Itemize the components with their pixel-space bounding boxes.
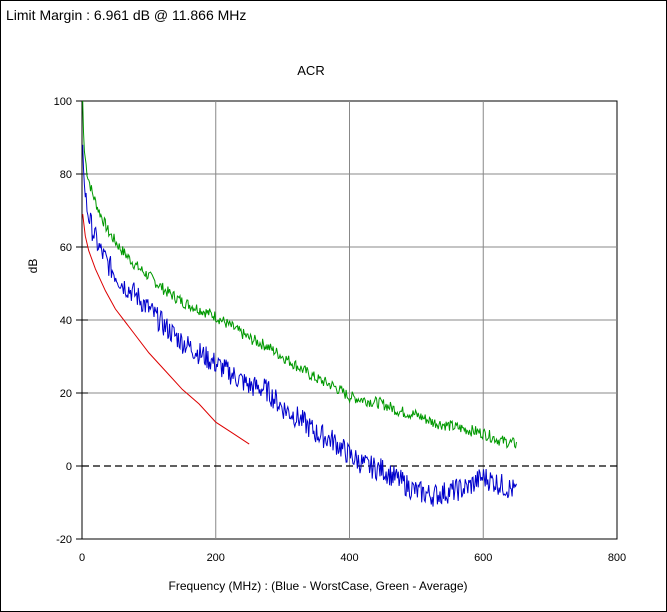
y-tick-label: 60 (60, 242, 72, 254)
series-line (82, 144, 517, 507)
y-tick-label: 100 (54, 96, 72, 108)
x-tick-label: 800 (608, 552, 626, 564)
y-tick-label: -20 (56, 534, 72, 546)
limit-margin-text: Limit Margin : 6.961 dB @ 11.866 MHz (6, 7, 247, 23)
x-tick-label: 600 (474, 552, 492, 564)
x-tick-label: 0 (79, 552, 85, 564)
y-axis-label: dB (26, 259, 40, 274)
chart-title: ACR (297, 63, 324, 78)
x-tick-label: 400 (340, 552, 358, 564)
data-series (82, 100, 517, 507)
x-axis-label: Frequency (MHz) : (Blue - WorstCase, Gre… (169, 579, 468, 593)
x-tick-label: 200 (207, 552, 225, 564)
series-line (82, 100, 517, 449)
axis-ticks: 0 200 400 600 800 -20 0 20 40 60 80 100 (54, 96, 627, 564)
y-tick-label: 80 (60, 169, 72, 181)
grid-lines (82, 101, 617, 539)
y-tick-label: 20 (60, 388, 72, 400)
series-line (82, 214, 250, 445)
y-tick-label: 40 (60, 315, 72, 327)
y-tick-label: 0 (66, 461, 72, 473)
